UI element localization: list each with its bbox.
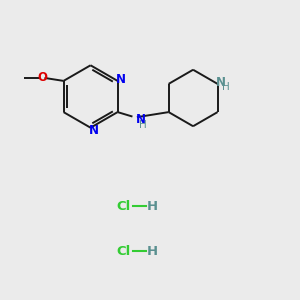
Text: H: H bbox=[147, 200, 158, 213]
Text: H: H bbox=[222, 82, 230, 92]
Text: O: O bbox=[37, 71, 47, 84]
Text: Cl: Cl bbox=[116, 200, 131, 213]
Text: N: N bbox=[215, 76, 226, 89]
Text: H: H bbox=[147, 244, 158, 258]
Text: N: N bbox=[135, 113, 146, 126]
Text: Cl: Cl bbox=[116, 244, 131, 258]
Text: N: N bbox=[116, 73, 126, 86]
Text: H: H bbox=[139, 120, 147, 130]
Text: N: N bbox=[88, 124, 98, 136]
